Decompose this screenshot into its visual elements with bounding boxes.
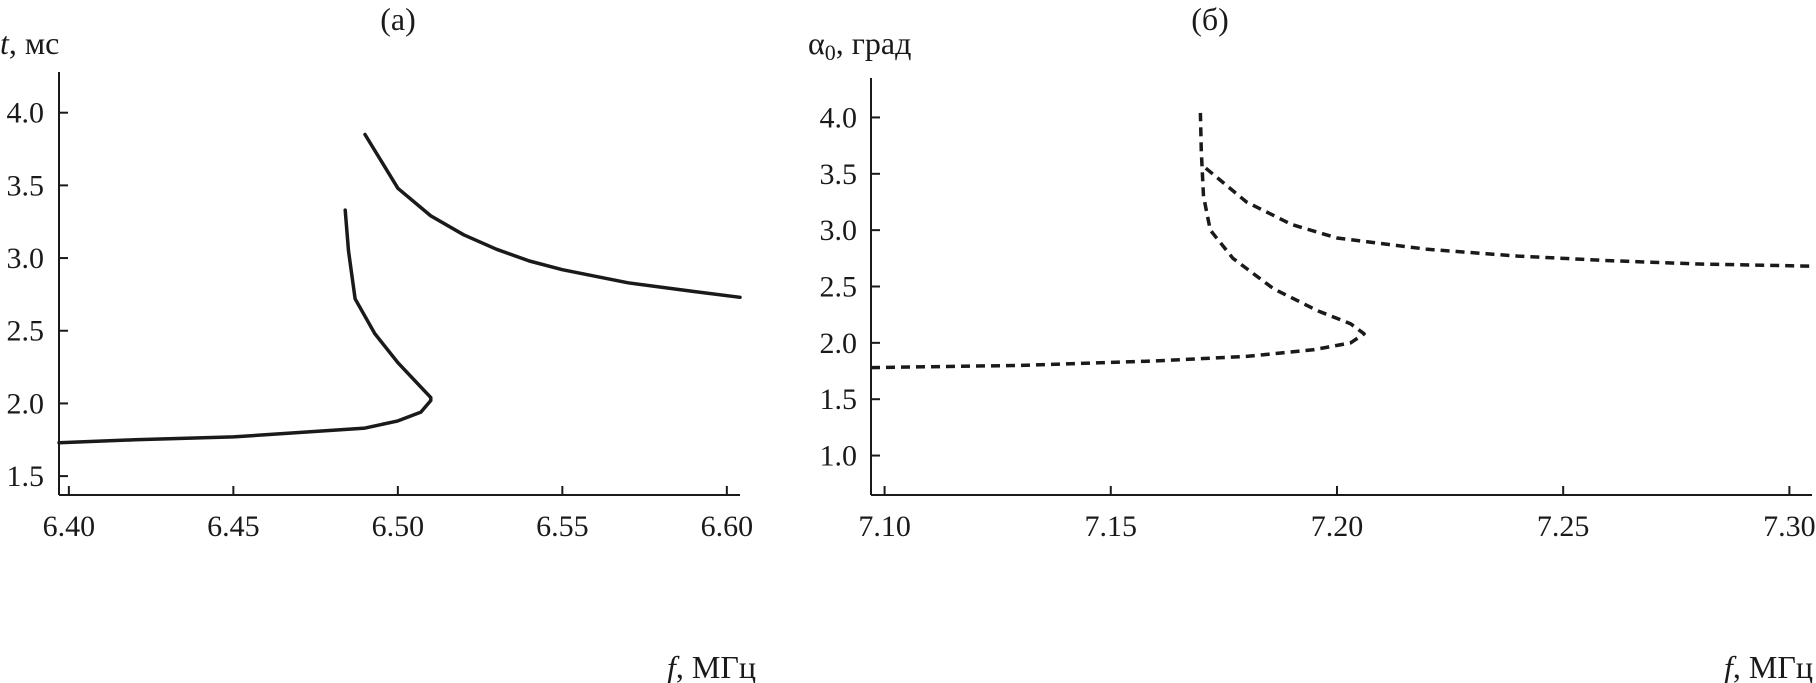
plot-area-b: [870, 112, 1813, 370]
y-axis-title-b: α0, град: [808, 25, 911, 65]
y-ticks-b: 1.0 1.5 2.0 2.5 3.0 3.5 4.0: [820, 101, 880, 473]
x-tick-label: 6.45: [207, 510, 260, 543]
y-tick-label: 4.0: [820, 101, 858, 134]
x-tick-label: 6.40: [43, 510, 96, 543]
y-tick-label: 2.5: [820, 271, 858, 304]
y-tick-label: 2.0: [820, 327, 858, 360]
x-tick-label: 7.20: [1311, 510, 1364, 543]
x-axis-unit-a: , МГц: [676, 649, 756, 683]
x-tick-label: 6.60: [701, 510, 754, 543]
series-line-1: [870, 112, 1366, 370]
y-tick-label: 1.0: [820, 440, 858, 473]
plot-area-a: [57, 132, 742, 445]
x-tick-label: 6.55: [536, 510, 589, 543]
x-axis-unit-b: , МГц: [1733, 649, 1813, 683]
y-ticks-a: 1.5 2.0 2.5 3.0 3.5 4.0: [7, 97, 68, 493]
y-tick-label: 3.5: [820, 158, 858, 191]
x-tick-label: 7.10: [858, 510, 911, 543]
y-tick-label: 1.5: [7, 460, 45, 493]
x-tick-label: 7.25: [1537, 510, 1590, 543]
y-tick-label: 1.5: [820, 383, 858, 416]
series-line-2: [1204, 166, 1813, 268]
x-tick-label: 7.30: [1763, 510, 1816, 543]
series-line-1: [57, 208, 433, 445]
y-axis-unit-b: , град: [836, 25, 912, 61]
x-axis-title-a: f, МГц: [667, 649, 756, 683]
panel-label-b: (б): [1191, 1, 1229, 37]
panel-label-a: (а): [380, 1, 416, 37]
y-tick-label: 3.0: [7, 242, 45, 275]
y-axis-unit-a: , мс: [9, 25, 59, 61]
chart-panel-a: (а) t, мс f, МГц 1.5 2.0 2.5 3.0 3.5 4.0 6.40…: [0, 1, 756, 683]
y-tick-label: 3.5: [7, 169, 45, 202]
x-axis-title-b: f, МГц: [1724, 649, 1813, 683]
x-tick-label: 6.50: [372, 510, 425, 543]
y-axis-variable-a: t: [0, 25, 10, 61]
y-axis-subscript-b: 0: [825, 40, 836, 65]
y-tick-label: 2.5: [7, 315, 45, 348]
chart-panel-b: (б) α0, град f, МГц 1.0 1.5 2.0 2.5 3.0 3.5 4.…: [808, 1, 1816, 683]
x-ticks-b: 7.10 7.15 7.20 7.25 7.30: [858, 486, 1816, 543]
y-axis-title-a: t, мс: [0, 25, 59, 61]
x-tick-label: 7.15: [1085, 510, 1138, 543]
x-ticks-a: 6.40 6.45 6.50 6.55 6.60: [43, 486, 753, 543]
series-line-2: [363, 132, 742, 300]
y-tick-label: 4.0: [7, 97, 45, 130]
y-axis-variable-b: α: [808, 25, 825, 61]
y-tick-label: 2.0: [7, 387, 45, 420]
y-tick-label: 3.0: [820, 214, 858, 247]
